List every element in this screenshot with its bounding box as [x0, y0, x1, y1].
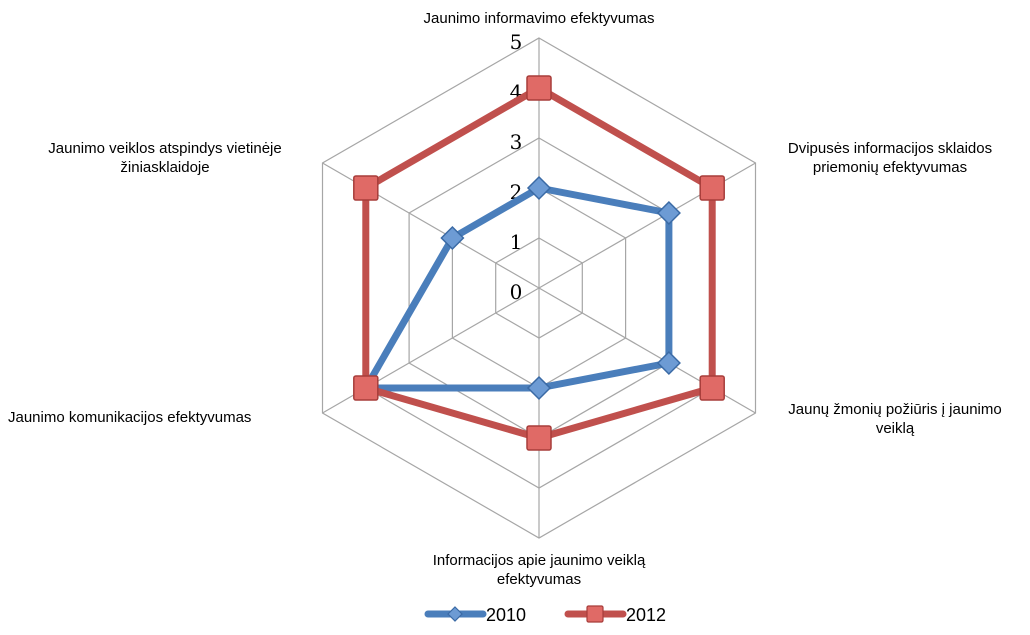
axis-label-line: Informacijos apie jaunimo veiklą: [433, 552, 646, 569]
axis-label-1: Dvipusės informacijos sklaidos priemonių …: [788, 140, 992, 176]
axis-label-line: Jaunimo informavimo efektyvumas: [424, 10, 655, 27]
legend-label: 2012: [626, 605, 666, 625]
data-point-2010-5: [440, 225, 465, 251]
data-point-2010-1: [656, 200, 681, 226]
tick-label: 1: [510, 230, 523, 254]
axis-label-line: Jaunimo veiklos atspindys vietinėje: [48, 140, 281, 157]
data-point-2012-1: [699, 175, 725, 201]
data-point-2012-0: [526, 75, 552, 101]
axis-label-3: Informacijos apie jaunimo veiklą efektyvu…: [433, 552, 646, 588]
data-point-2010-3: [526, 375, 552, 401]
data-point-2012-5: [353, 175, 379, 201]
axis-label-line: veiklą: [876, 420, 915, 437]
axis-label-line: žiniasklaidoje: [120, 159, 209, 176]
legend: 2010 2012: [424, 605, 666, 625]
radar-grid: [321, 37, 757, 539]
axis-label-line: efektyvumas: [497, 571, 581, 588]
axis-label-line: Jaunų žmonių požiūris į jaunimo: [788, 401, 1001, 418]
axis-label-5: Jaunimo veiklos atspindys vietinėje žinia…: [48, 140, 281, 176]
legend-label: 2010: [486, 605, 526, 625]
axis-label-line: priemonių efektyvumas: [813, 159, 967, 176]
data-point-2012-4: [353, 375, 379, 401]
data-point-2012-3: [526, 425, 552, 451]
series-layer: [353, 75, 725, 451]
axis-label-line: Dvipusės informacijos sklaidos: [788, 140, 992, 157]
data-point-2010-0: [526, 175, 552, 201]
tick-label: 5: [510, 30, 523, 54]
axis-label-4: Jaunimo komunikacijos efektyvumas: [8, 409, 251, 426]
axis-label-2: Jaunų žmonių požiūris į jaunimo veiklą: [788, 401, 1001, 437]
legend-marker: [447, 606, 463, 622]
axis-labels: Jaunimo informavimo efektyvumas Dvipusės …: [8, 10, 1002, 588]
tick-label: 3: [510, 130, 523, 154]
legend-item-2010: 2010: [424, 605, 526, 625]
data-point-2010-2: [656, 350, 681, 376]
data-point-2012-2: [699, 375, 725, 401]
legend-item-2012: 2012: [564, 605, 666, 625]
axis-label-0: Jaunimo informavimo efektyvumas: [424, 10, 655, 27]
tick-label: 0: [510, 280, 523, 304]
axis-label-line: Jaunimo komunikacijos efektyvumas: [8, 409, 251, 426]
legend-marker: [586, 605, 604, 623]
